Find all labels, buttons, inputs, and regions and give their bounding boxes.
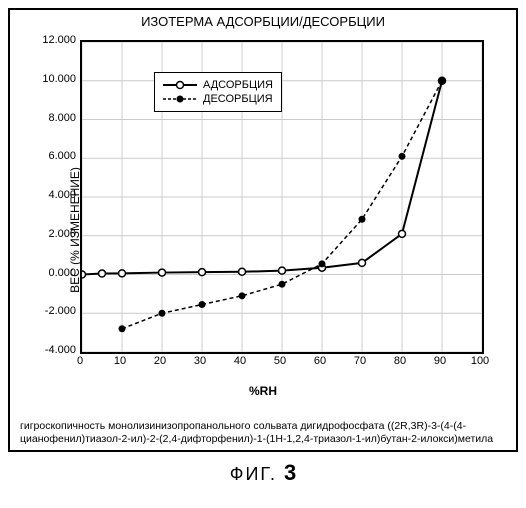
y-tick: 0.000 [26, 267, 76, 279]
y-tick: 2.000 [26, 228, 76, 240]
x-axis-label: %RH [249, 384, 277, 398]
y-tick: 6.000 [26, 150, 76, 162]
legend-swatch-adsorption [163, 79, 197, 91]
x-tick: 70 [354, 355, 366, 367]
legend-label-adsorption: АДСОРБЦИЯ [203, 79, 273, 91]
chart-title: ИЗОТЕРМА АДСОРБЦИИ/ДЕСОРБЦИИ [10, 14, 516, 29]
legend-item-desorption: ДЕСОРБЦИЯ [163, 93, 273, 105]
plot-area: АДСОРБЦИЯ ДЕСОРБЦИЯ [80, 40, 484, 354]
figure-label: ФИГ. 3 [0, 460, 526, 486]
figure-number: 3 [284, 460, 296, 485]
chart-svg [82, 42, 482, 352]
x-tick: 20 [154, 355, 166, 367]
x-tick: 10 [114, 355, 126, 367]
legend-swatch-desorption [163, 93, 197, 105]
x-tick: 80 [394, 355, 406, 367]
x-tick: 40 [234, 355, 246, 367]
y-tick: 10.000 [26, 73, 76, 85]
y-tick: -2.000 [26, 305, 76, 317]
figure-frame: ИЗОТЕРМА АДСОРБЦИИ/ДЕСОРБЦИИ ВЕС (% ИЗМЕ… [8, 8, 518, 452]
x-tick: 30 [194, 355, 206, 367]
figure-label-prefix: ФИГ. [230, 464, 277, 484]
x-tick: 90 [434, 355, 446, 367]
y-tick: 8.000 [26, 112, 76, 124]
y-tick: 12.000 [26, 34, 76, 46]
y-tick: 4.000 [26, 189, 76, 201]
legend-item-adsorption: АДСОРБЦИЯ [163, 79, 273, 91]
x-tick: 50 [274, 355, 286, 367]
y-tick: -4.000 [26, 344, 76, 356]
x-tick: 60 [314, 355, 326, 367]
legend: АДСОРБЦИЯ ДЕСОРБЦИЯ [154, 72, 282, 112]
x-tick: 0 [77, 355, 83, 367]
legend-label-desorption: ДЕСОРБЦИЯ [203, 93, 273, 105]
x-tick: 100 [471, 355, 489, 367]
caption-text: гигроскопичность монолизинизопропанольно… [20, 420, 506, 446]
